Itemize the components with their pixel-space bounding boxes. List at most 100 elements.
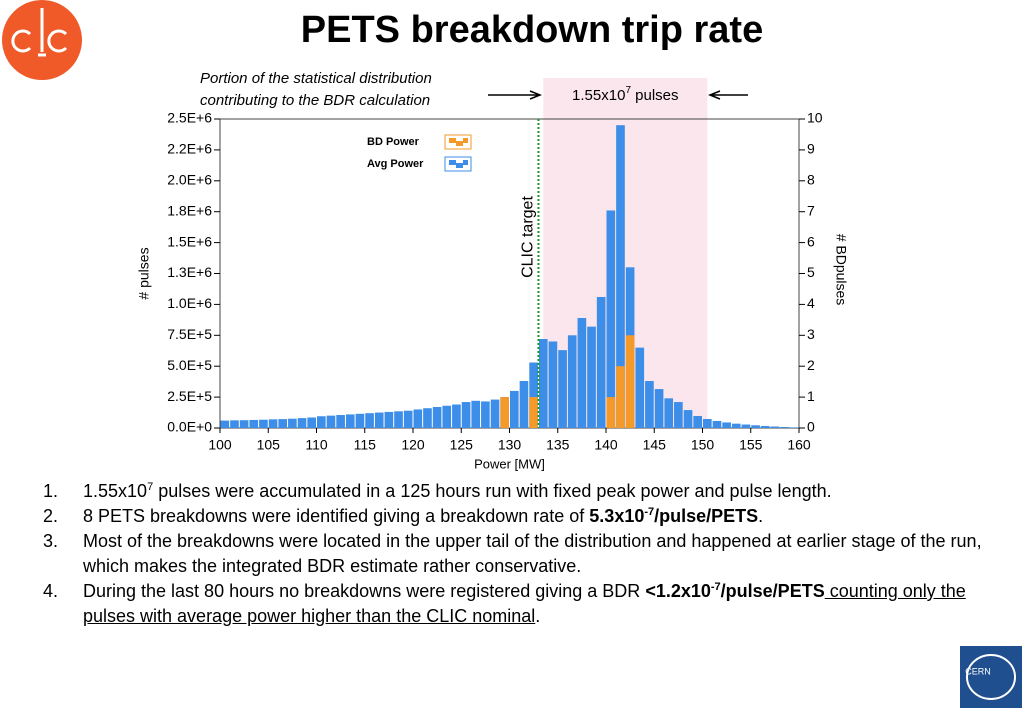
bar	[394, 411, 403, 428]
list-text: Most of the breakdowns were located in t…	[83, 529, 993, 579]
bar	[374, 412, 384, 428]
y2-axis-label: # BDpulses	[833, 234, 849, 306]
bar	[230, 420, 239, 428]
text-run: 7	[147, 481, 154, 493]
y-tick-label: 1.5E+6	[167, 233, 212, 249]
arrow	[488, 90, 543, 100]
bar	[490, 399, 500, 428]
text-run: /pulse/PETS	[654, 506, 759, 526]
y2-tick-label: 6	[807, 233, 815, 249]
bar	[780, 427, 789, 428]
list-marker: 2.	[43, 506, 59, 526]
y-tick-label: 0.0E+0	[167, 419, 212, 435]
bar	[384, 411, 394, 428]
bar	[722, 422, 731, 428]
text-run: -7	[644, 506, 655, 518]
y2-tick-label: 3	[807, 326, 815, 342]
bar	[616, 125, 625, 429]
list-text: 8 PETS breakdowns were identified giving…	[83, 504, 763, 529]
y-tick-label: 2.5E+6	[167, 110, 212, 126]
bar	[606, 397, 616, 428]
region-label-part: 7	[625, 85, 631, 96]
text-run: pulses were accumulated in a 125 hours r…	[153, 481, 832, 501]
y2-tick-label: 1	[807, 388, 815, 404]
bar	[558, 350, 567, 428]
x-tick-label: 155	[739, 437, 763, 453]
bar	[751, 425, 760, 428]
bar	[616, 366, 625, 428]
x-tick-label: 105	[257, 437, 281, 453]
bar	[317, 416, 326, 428]
x-tick-label: 125	[450, 437, 474, 453]
x-tick-label: 145	[643, 437, 667, 453]
clic-logo	[2, 0, 82, 80]
x-tick-label: 110	[305, 437, 328, 453]
bar	[731, 423, 741, 428]
bar	[645, 381, 654, 428]
cern-logo-text: CERN	[965, 666, 991, 676]
y2-tick-label: 0	[807, 419, 815, 435]
x-tick-label: 160	[787, 437, 811, 453]
bar	[239, 420, 249, 428]
text-run: Most of the breakdowns were located in t…	[83, 531, 982, 576]
legend-swatch	[449, 160, 456, 165]
bar	[548, 341, 558, 428]
bar	[789, 427, 799, 428]
cern-logo: CERN	[960, 646, 1022, 708]
text-run: 1.55x10	[83, 481, 148, 501]
y-tick-label: 7.5E+5	[167, 326, 212, 342]
annotation: Portion of the statistical distribution	[200, 70, 432, 87]
region-label-part: pulses	[631, 87, 679, 104]
bar	[703, 418, 712, 428]
text-run: 8 PETS breakdowns were identified giving…	[83, 506, 590, 526]
y2-tick-label: 2	[807, 357, 815, 373]
bar	[587, 326, 596, 428]
list-marker: 1.	[43, 481, 59, 501]
bar	[529, 397, 538, 428]
bar	[307, 417, 316, 428]
bar	[500, 397, 509, 428]
y2-tick-label: 4	[807, 295, 815, 311]
list-marker: 3.	[43, 531, 59, 551]
x-axis-label: Power [MW]	[474, 456, 545, 471]
bar	[471, 400, 481, 428]
text-run: .	[758, 506, 764, 526]
region-label-part: 1.55x10	[572, 87, 625, 104]
y-tick-label: 2.5E+5	[167, 388, 212, 404]
arrow	[707, 90, 748, 100]
x-tick-label: 120	[401, 437, 425, 453]
bar	[413, 409, 423, 428]
x-tick-label: 135	[546, 437, 570, 453]
y-axis-label: # pulses	[136, 247, 152, 299]
y-tick-label: 1.0E+6	[167, 295, 212, 311]
text-run: counting only the pulses with average po…	[83, 581, 966, 626]
bar	[326, 415, 336, 428]
bar	[538, 339, 548, 428]
legend-swatch	[456, 163, 463, 168]
legend-label: BD Power	[367, 136, 420, 148]
y-tick-label: 1.3E+6	[167, 264, 212, 280]
bar	[288, 418, 297, 428]
bar	[577, 317, 587, 428]
bar	[693, 416, 702, 428]
bar	[461, 402, 471, 428]
bar	[259, 419, 268, 428]
bar	[442, 405, 452, 428]
bar	[249, 419, 259, 428]
bar	[481, 401, 490, 428]
legend-label: Avg Power	[367, 158, 424, 170]
list-item: 1. 1.55x107 pulses were accumulated in a …	[43, 479, 993, 504]
bar	[654, 389, 664, 428]
text-run: .	[535, 606, 541, 626]
bar	[336, 415, 345, 428]
y-tick-label: 1.8E+6	[167, 202, 212, 218]
shaded-region	[543, 78, 708, 428]
bar	[664, 398, 674, 428]
x-tick-label: 130	[498, 437, 522, 453]
bar	[452, 404, 461, 428]
list-item: 4. During the last 80 hours no breakdowns…	[43, 579, 993, 629]
x-tick-label: 100	[208, 437, 232, 453]
list-item: 2. 8 PETS breakdowns were identified givi…	[43, 504, 993, 529]
